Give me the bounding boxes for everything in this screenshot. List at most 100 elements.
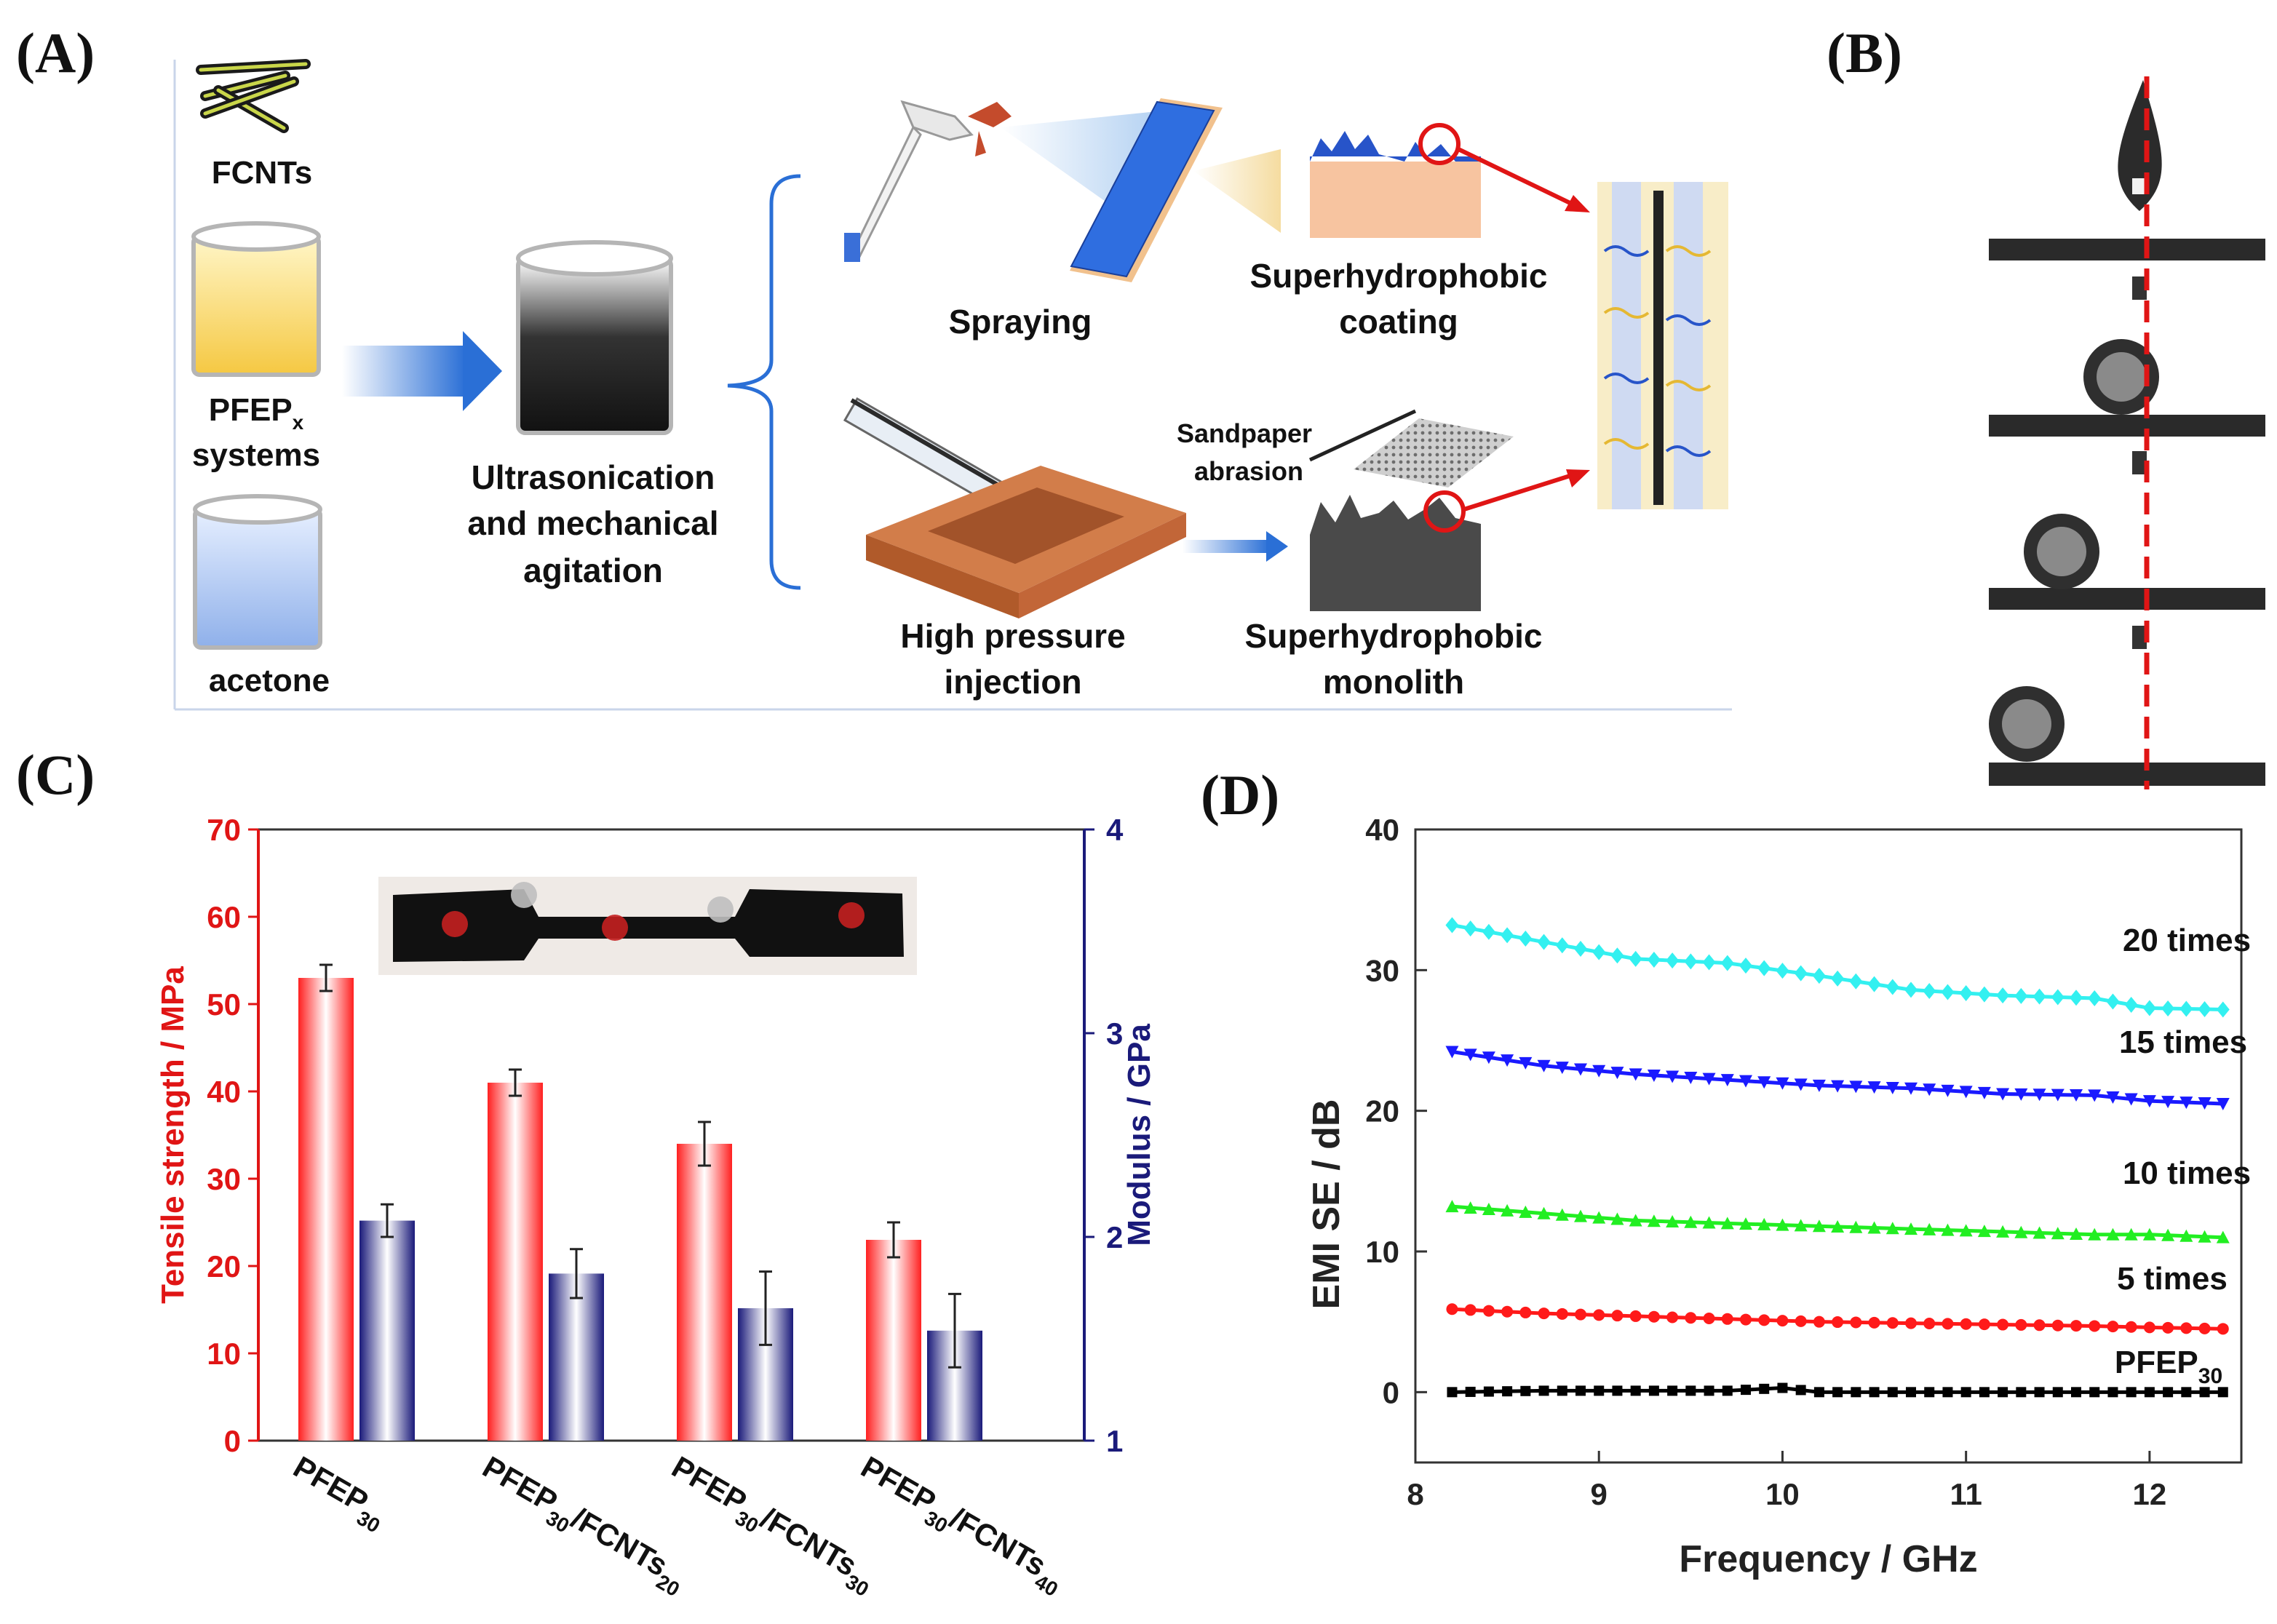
data-point <box>2142 1000 2156 1016</box>
data-point <box>1685 1385 1696 1396</box>
data-point <box>2106 1091 2120 1104</box>
data-point <box>1885 1222 1899 1235</box>
data-point <box>1904 1222 1918 1235</box>
data-point <box>1996 1088 2010 1101</box>
data-point <box>1757 960 1771 976</box>
injection-mold-icon <box>866 466 1186 618</box>
droplet-frame-2 <box>1989 276 2265 437</box>
data-point <box>1519 1056 1533 1070</box>
left-y-tick-label: 40 <box>207 1075 241 1109</box>
data-point <box>1812 1219 1826 1233</box>
sprayed-substrate-icon <box>1070 98 1223 282</box>
data-point <box>1924 1387 1935 1398</box>
tensile-error-bar <box>887 1221 900 1259</box>
y-tick-label: 40 <box>1365 813 1399 847</box>
data-point <box>1519 931 1533 947</box>
data-point <box>2125 1321 2137 1333</box>
data-point <box>1923 982 1936 999</box>
data-point <box>1867 1221 1881 1234</box>
data-point <box>1868 1316 1880 1329</box>
data-point <box>1867 976 1881 992</box>
spray-gun-icon <box>844 100 1012 262</box>
data-point <box>2106 1227 2120 1241</box>
data-point <box>2179 1096 2193 1110</box>
data-point <box>1849 1220 1863 1233</box>
sandpaper-icon <box>1308 409 1514 487</box>
data-point <box>2051 1319 2064 1332</box>
data-point <box>1887 1387 1898 1398</box>
data-point <box>2179 1229 2193 1242</box>
data-point <box>1776 1315 1789 1327</box>
left-y-tick-label: 0 <box>224 1424 241 1458</box>
data-point <box>1960 1387 1971 1398</box>
tensile-error-bar <box>319 963 333 992</box>
data-point <box>1998 1387 2008 1398</box>
data-point <box>1720 1217 1734 1230</box>
data-point <box>1850 1316 1862 1329</box>
specimen-photo <box>378 877 917 975</box>
data-point <box>1831 1219 1845 1233</box>
data-point <box>1464 1304 1477 1316</box>
data-point <box>1446 1303 1458 1315</box>
left-y-tick-label: 60 <box>207 900 241 934</box>
acetone-beaker-icon <box>193 494 322 650</box>
data-point <box>2088 1089 2102 1102</box>
data-point <box>1977 1225 1991 1238</box>
coating-block-icon <box>1310 123 1481 238</box>
fcnts-icon <box>196 59 311 133</box>
data-point <box>2198 1322 2211 1334</box>
data-point <box>1851 1387 1861 1398</box>
data-point <box>1482 923 1495 940</box>
data-point <box>1813 1387 1824 1398</box>
water-droplet-5 <box>838 902 865 928</box>
data-point <box>1831 970 1845 987</box>
ultrasonication-line2: and mechanical <box>467 504 718 542</box>
data-point <box>2143 1321 2155 1334</box>
data-point <box>1904 1082 1918 1095</box>
data-point <box>1538 1385 1549 1396</box>
data-point <box>1667 1385 1678 1396</box>
data-point <box>1812 1079 1826 1092</box>
right-y-tick-label: 2 <box>1106 1220 1123 1254</box>
data-point <box>1537 1059 1551 1072</box>
data-point <box>1519 1306 1532 1318</box>
data-point <box>2217 1323 2229 1335</box>
data-point <box>1445 1200 1459 1213</box>
data-point <box>2180 1322 2193 1334</box>
data-point <box>2124 1227 2138 1241</box>
data-point <box>2161 1228 2175 1241</box>
data-point <box>1537 934 1551 950</box>
data-point <box>1666 952 1680 969</box>
data-point <box>1684 1072 1698 1085</box>
data-point <box>1629 1214 1642 1227</box>
data-point <box>1739 958 1752 974</box>
data-point <box>1832 1316 1844 1329</box>
data-point <box>1759 1383 1770 1394</box>
data-point <box>1555 1208 1569 1221</box>
plot-frame <box>1414 828 2243 1464</box>
data-point <box>1648 1310 1660 1323</box>
data-point <box>1684 953 1698 970</box>
tensile-error-bar <box>698 1121 711 1167</box>
right-y-tick-label: 4 <box>1106 813 1124 847</box>
data-point <box>2051 989 2065 1006</box>
data-point <box>2107 1321 2119 1333</box>
ultrasonication-line3: agitation <box>523 552 663 589</box>
ultrasonication-line1: Ultrasonication <box>472 458 715 496</box>
modulus-bar <box>549 1273 604 1441</box>
data-point <box>1647 1069 1661 1082</box>
data-point <box>1483 1386 1494 1397</box>
left-y-tick-label: 70 <box>207 813 241 847</box>
data-point <box>2014 987 2028 1004</box>
data-point <box>2161 1096 2175 1109</box>
left-y-tick-label: 20 <box>207 1249 241 1283</box>
data-point <box>2089 1387 2100 1398</box>
data-point <box>1538 1307 1550 1320</box>
data-point <box>1942 1318 1954 1330</box>
data-point <box>1555 937 1569 954</box>
water-droplet-2 <box>511 882 537 908</box>
data-point <box>1831 1080 1845 1093</box>
x-tick-label: 10 <box>1765 1477 1800 1511</box>
data-point <box>1557 1385 1567 1396</box>
data-point <box>1666 1070 1680 1083</box>
